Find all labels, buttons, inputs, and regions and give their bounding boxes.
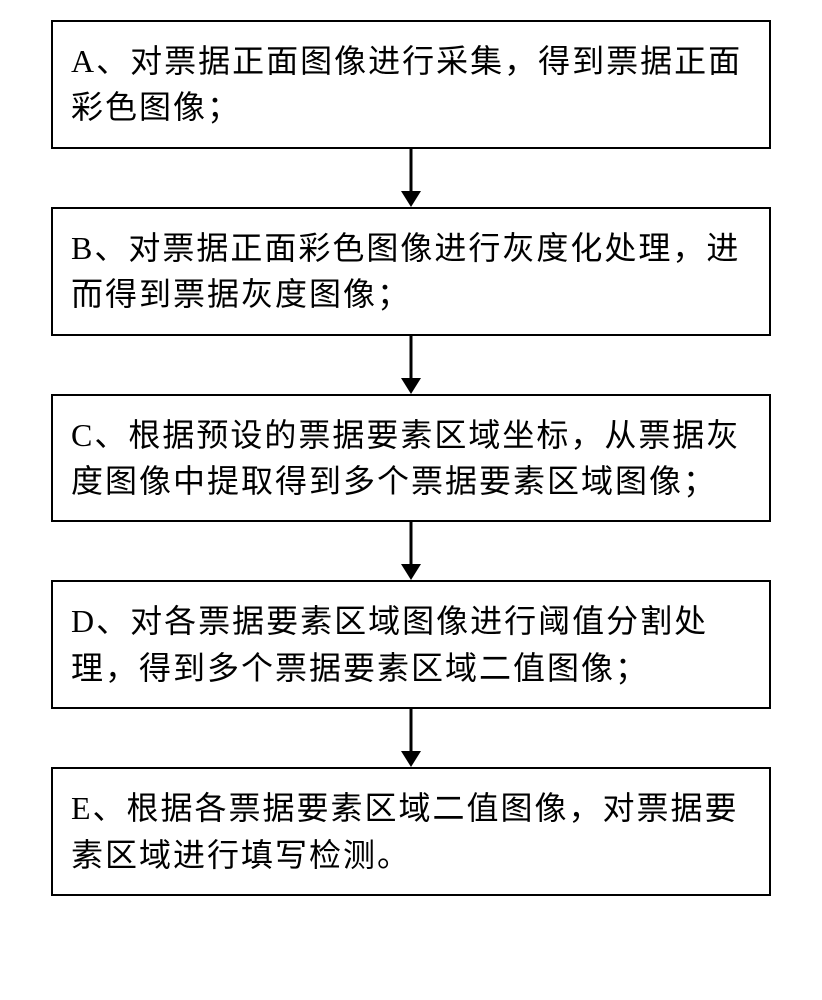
flow-step-d-text: D、对各票据要素区域图像进行阈值分割处理，得到多个票据要素区域二值图像； (71, 598, 751, 691)
flow-step-a-text: A、对票据正面图像进行采集，得到票据正面彩色图像； (71, 38, 751, 131)
flow-step-d: D、对各票据要素区域图像进行阈值分割处理，得到多个票据要素区域二值图像； (51, 580, 771, 709)
flow-arrow-b-c (51, 336, 771, 394)
arrow-down-icon (399, 336, 423, 394)
flow-step-c-text: C、根据预设的票据要素区域坐标，从票据灰度图像中提取得到多个票据要素区域图像； (71, 412, 751, 505)
flow-step-b-text: B、对票据正面彩色图像进行灰度化处理，进而得到票据灰度图像； (71, 225, 751, 318)
flow-step-c: C、根据预设的票据要素区域坐标，从票据灰度图像中提取得到多个票据要素区域图像； (51, 394, 771, 523)
flow-step-b: B、对票据正面彩色图像进行灰度化处理，进而得到票据灰度图像； (51, 207, 771, 336)
flowchart-container: A、对票据正面图像进行采集，得到票据正面彩色图像； B、对票据正面彩色图像进行灰… (0, 0, 822, 916)
arrow-down-icon (399, 149, 423, 207)
arrow-down-icon (399, 709, 423, 767)
arrow-down-icon (399, 522, 423, 580)
flow-arrow-d-e (51, 709, 771, 767)
flow-step-e: E、根据各票据要素区域二值图像，对票据要素区域进行填写检测。 (51, 767, 771, 896)
flow-arrow-a-b (51, 149, 771, 207)
flow-arrow-c-d (51, 522, 771, 580)
flow-step-a: A、对票据正面图像进行采集，得到票据正面彩色图像； (51, 20, 771, 149)
flow-step-e-text: E、根据各票据要素区域二值图像，对票据要素区域进行填写检测。 (71, 785, 751, 878)
